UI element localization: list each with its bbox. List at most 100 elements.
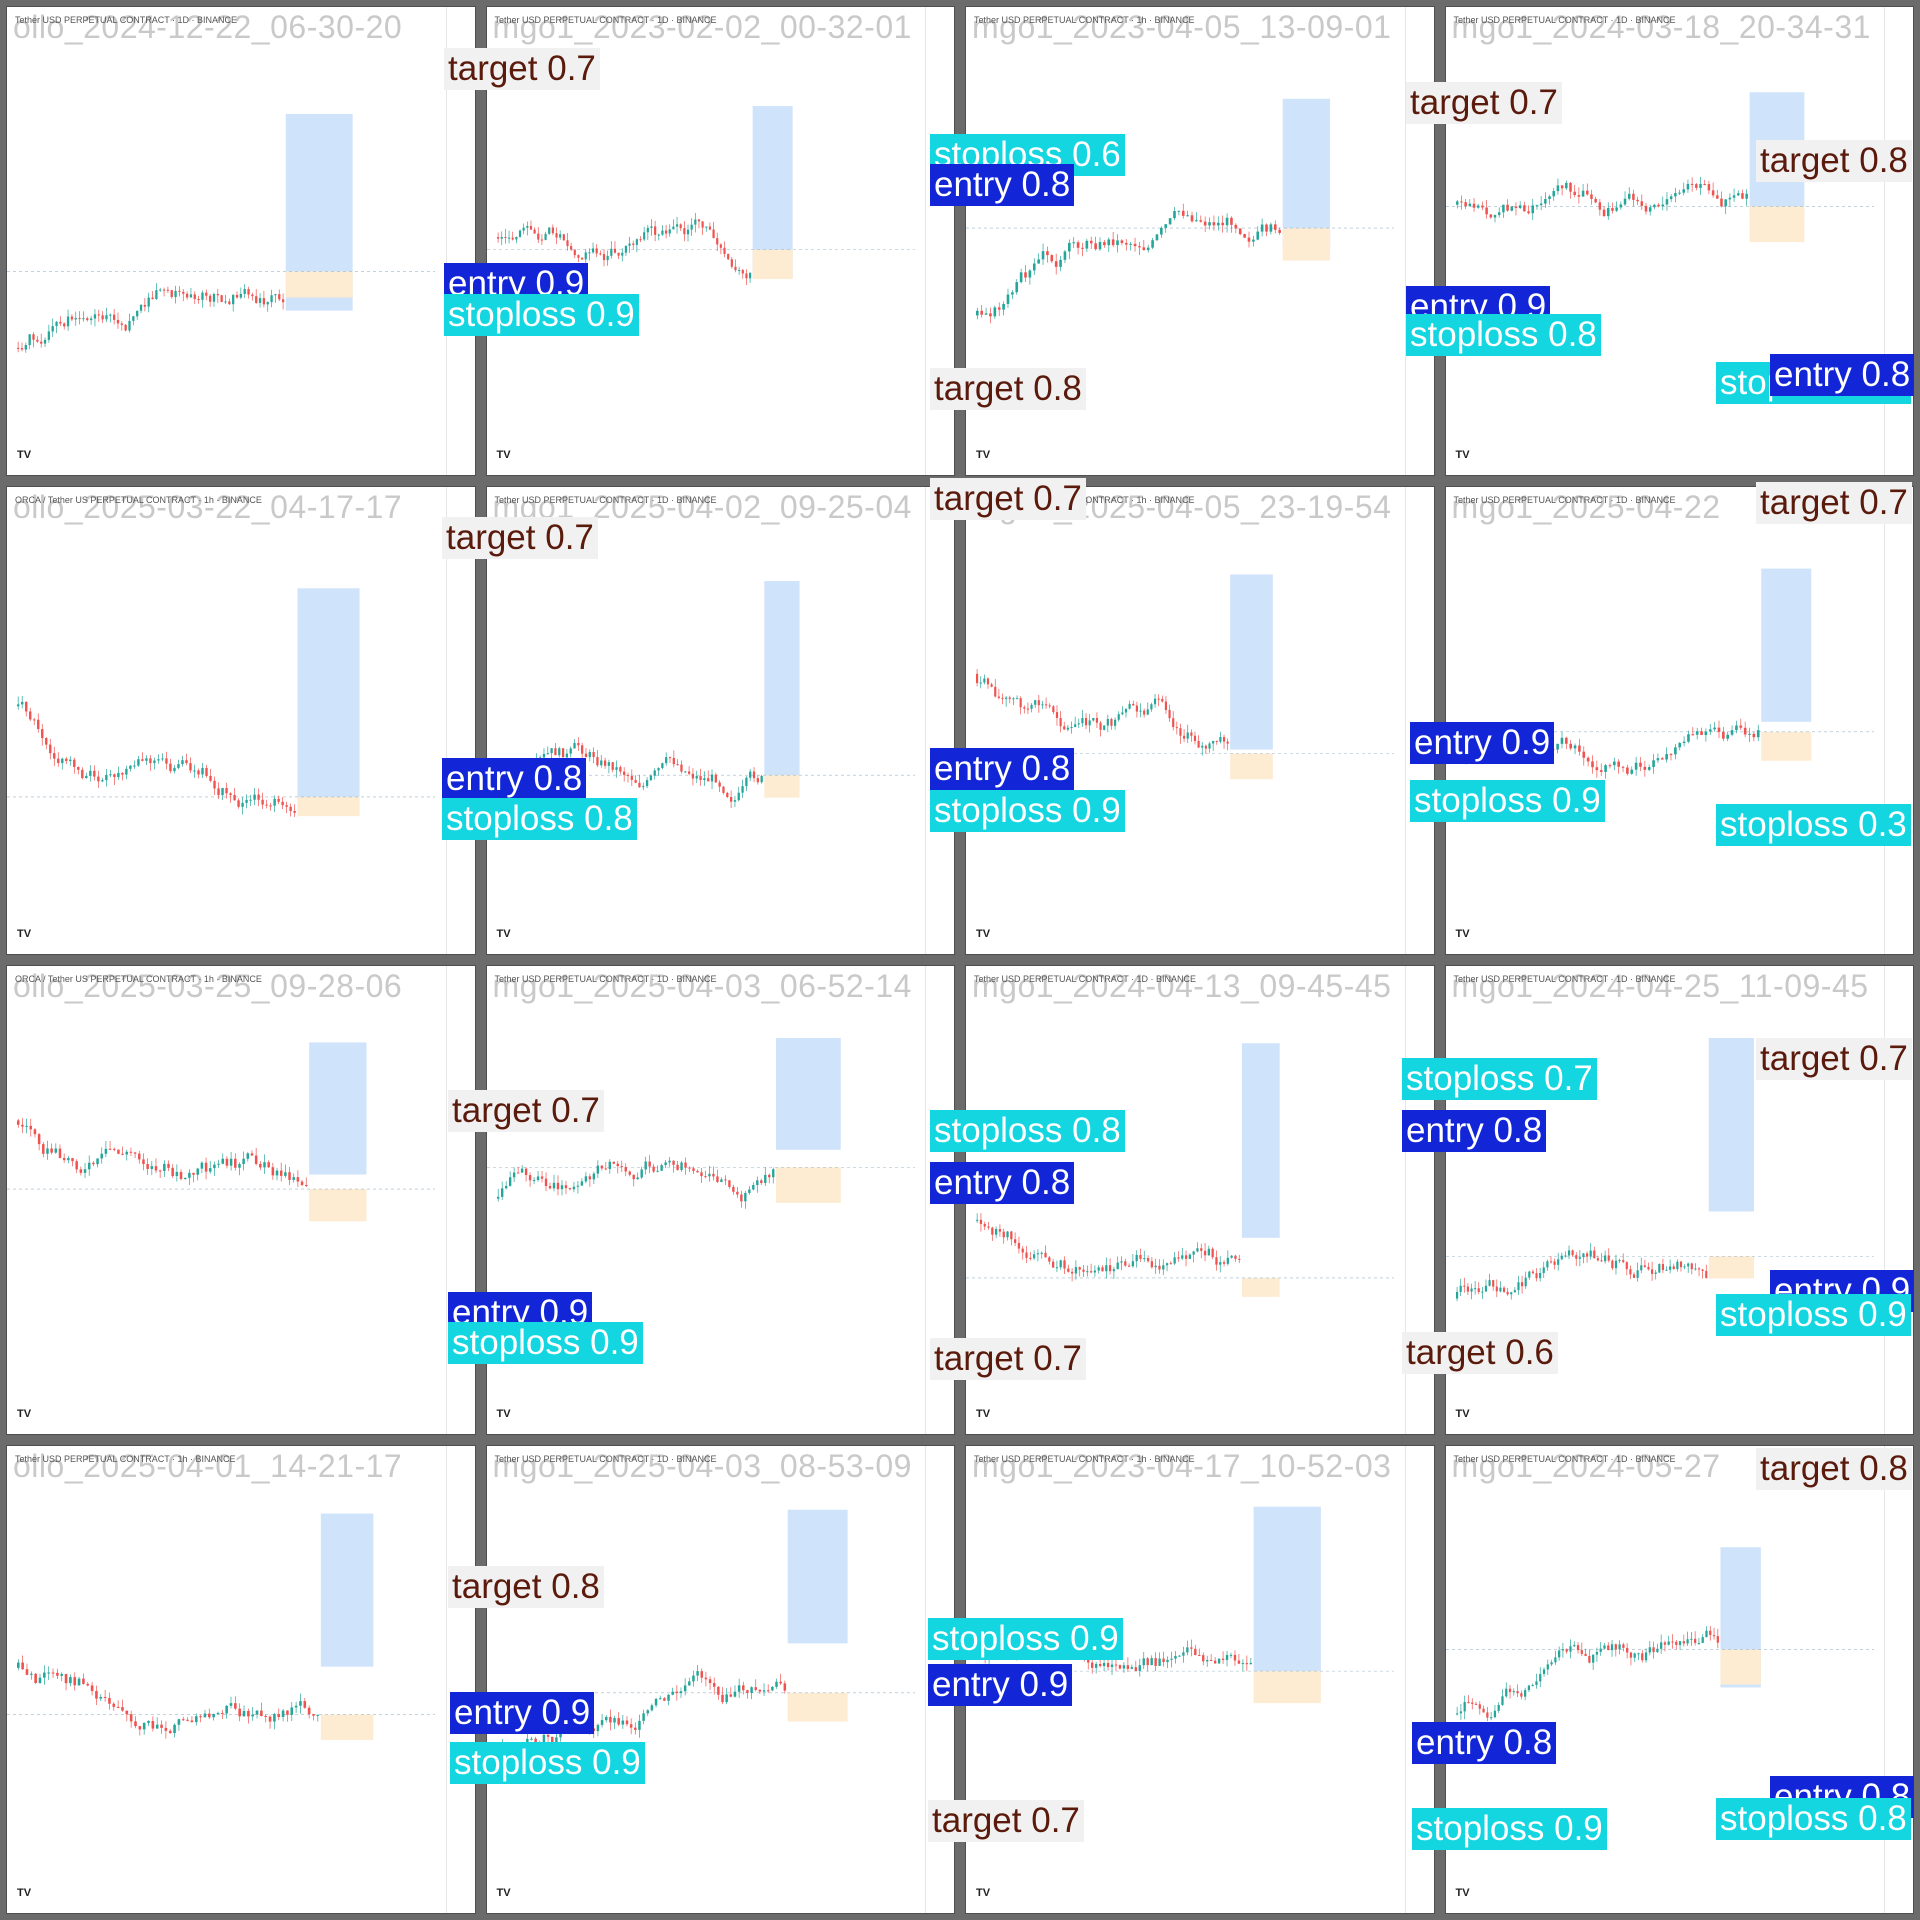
candle-body: [997, 696, 1000, 698]
price-axis: [445, 966, 475, 1434]
candle-body: [288, 1172, 291, 1180]
candle-body: [1523, 1689, 1526, 1697]
candle-body: [1238, 1258, 1241, 1260]
panel-watermark: ollo_2025-03-25_09-28-06: [13, 968, 403, 1004]
chart-panel-5[interactable]: ollo_2025-03-22_04-17-17 ORCA / Tether U…: [6, 485, 476, 955]
candle-body: [580, 1181, 583, 1186]
candle-body: [624, 1167, 627, 1172]
tradingview-logo-icon: TV: [1455, 1407, 1470, 1420]
candle-body: [33, 1129, 37, 1135]
candle-body: [662, 1697, 666, 1701]
candle-body: [760, 775, 763, 782]
candle-body: [205, 292, 208, 296]
candle-body: [512, 1172, 515, 1178]
chart-panel-4[interactable]: mgo1_2024-03-18_20-34-31 Tether USD PERP…: [1444, 6, 1914, 476]
candle-body: [1510, 206, 1513, 211]
chart-panel-1[interactable]: ollo_2024-12-22_06-30-20 Tether USD PERP…: [6, 6, 476, 476]
candle-body: [632, 1174, 635, 1180]
candle-body: [697, 219, 700, 222]
price-axis: [925, 486, 954, 954]
chart-panel-10[interactable]: mgo1_2025-04-03_06-52-14 Tether USD PERP…: [485, 965, 955, 1435]
candle-body: [1568, 1645, 1572, 1652]
candle-body: [224, 301, 227, 303]
candle-body: [1247, 237, 1251, 242]
candle-body: [1044, 1252, 1047, 1258]
candle-body: [1001, 697, 1004, 699]
candle-body: [1488, 1280, 1491, 1286]
candle-body: [756, 777, 759, 782]
candle-body: [1209, 1659, 1213, 1661]
candle-body: [572, 1186, 575, 1190]
candle-body: [120, 323, 123, 325]
candle-body: [269, 804, 272, 806]
candle-body: [1086, 1271, 1089, 1273]
detection-label: entry 0.9: [1410, 722, 1555, 764]
candle-body: [1225, 1654, 1229, 1660]
chart-panel-14[interactable]: mgo1_2025-04-03_08-53-09 Tether USD PERP…: [485, 1444, 955, 1914]
chart-panel-13[interactable]: ollo_2025-04-01_14-21-17 Tether USD PERP…: [6, 1444, 476, 1914]
candle-body: [25, 701, 28, 711]
detection-label: target 0.7: [1756, 482, 1912, 524]
tradingview-logo-icon: TV: [17, 1407, 32, 1420]
candle-body: [229, 1158, 233, 1166]
candle-body: [36, 339, 39, 342]
candle-body: [1634, 762, 1637, 770]
chart-panel-7[interactable]: mgo1_2025-04-05_23-19-54 Tether USD PERP…: [965, 485, 1435, 955]
candle-body: [1179, 727, 1182, 736]
price-chart: [7, 587, 435, 817]
candle-body: [228, 301, 231, 305]
candle-body: [1194, 1648, 1197, 1655]
panel-header: Tether USD PERPETUAL CONTRACT · 1D · BIN…: [494, 15, 717, 25]
candle-body: [1067, 1268, 1070, 1272]
detection-label: target 0.7: [1406, 82, 1562, 124]
panel-header: Tether USD PERPETUAL CONTRACT · 1h · BIN…: [974, 1453, 1195, 1464]
detection-label: stoploss 0.8: [930, 1110, 1125, 1152]
candle-body: [627, 243, 631, 246]
candle-body: [1237, 1660, 1241, 1664]
candle-body: [1674, 1641, 1677, 1645]
candle-body: [1555, 743, 1559, 750]
candle-body: [1614, 1260, 1617, 1269]
candle-body: [1708, 728, 1712, 731]
candle-body: [1455, 201, 1459, 205]
loss-zone: [787, 1692, 848, 1722]
candle-body: [275, 1170, 279, 1176]
candle-body: [1135, 1255, 1138, 1262]
tradingview-logo-icon: TV: [496, 448, 511, 461]
candle-body: [1234, 1255, 1237, 1259]
candle-body: [186, 1719, 189, 1721]
candle-body: [1567, 1250, 1570, 1256]
chart-panel-8[interactable]: mgo1_2025-04-22 Tether USD PERPETUAL CON…: [1444, 485, 1914, 955]
candle-body: [1085, 240, 1089, 249]
chart-panel-9[interactable]: ollo_2025-03-25_09-28-06 ORCA / Tether U…: [6, 965, 476, 1435]
candle-body: [679, 224, 682, 229]
detection-label: target 0.7: [448, 1090, 604, 1132]
candle-body: [1207, 1248, 1210, 1256]
candle-body: [171, 1167, 174, 1176]
detection-label: target 0.7: [930, 478, 1086, 520]
candle-body: [1082, 1269, 1085, 1272]
candle-body: [1084, 717, 1088, 725]
profit-zone: [787, 1509, 848, 1643]
candle-body: [658, 1697, 661, 1699]
candle-body: [1512, 1690, 1515, 1692]
candle-body: [1514, 206, 1517, 209]
candle-body: [544, 1178, 547, 1187]
candle-body: [238, 1708, 241, 1716]
candle-body: [683, 770, 686, 772]
candle-body: [1695, 730, 1698, 735]
candle-body: [1526, 211, 1530, 214]
candle-body: [767, 1174, 770, 1178]
candle-body: [629, 1723, 632, 1728]
candle-body: [1478, 1703, 1481, 1709]
candle-body: [1564, 737, 1568, 744]
detection-label: entry 0.8: [1402, 1110, 1547, 1152]
detection-label: target 0.6: [1402, 1332, 1558, 1374]
chart-panel-6[interactable]: mgo1_2025-04-02_09-25-04 Tether USD PERP…: [485, 485, 955, 955]
candle-body: [616, 1163, 619, 1167]
candle-body: [672, 757, 675, 764]
candle-body: [1055, 1267, 1059, 1269]
candle-body: [731, 1186, 735, 1192]
candle-body: [1616, 761, 1620, 767]
candle-body: [133, 1152, 137, 1154]
